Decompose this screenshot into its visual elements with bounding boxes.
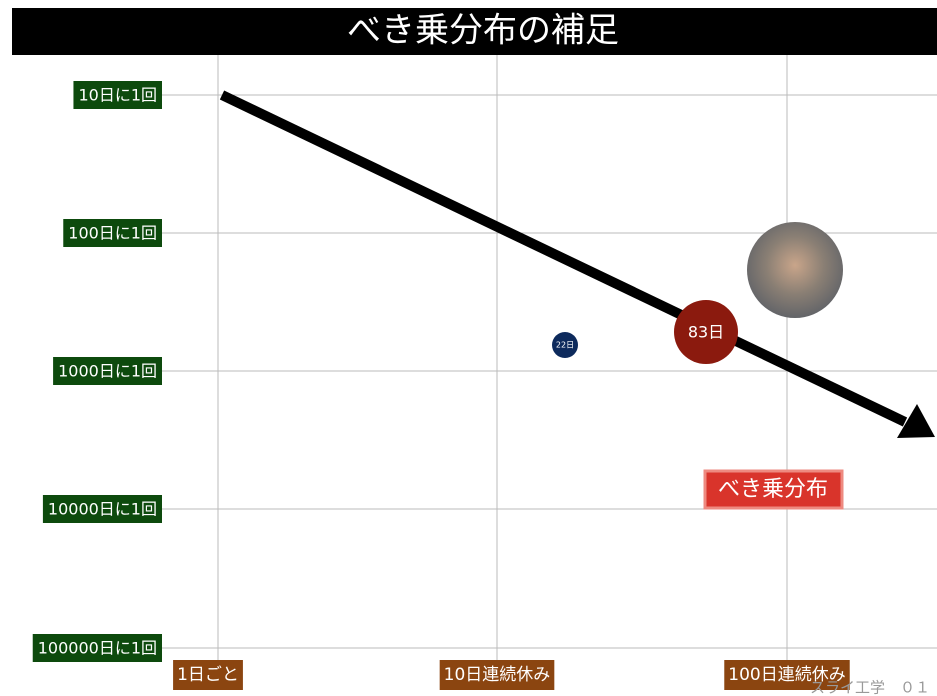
title: べき乗分布の補足: [347, 11, 619, 51]
slide: べき乗分布の補足 10日に1回100日に1回1000日に1回10000日に1回1…: [0, 0, 937, 696]
y-label: 10日に1回: [78, 86, 157, 105]
profile-photo: [747, 222, 843, 318]
y-label: 100000日に1回: [38, 639, 157, 658]
point-label: 83日: [688, 323, 724, 342]
x-label: 1日ごと: [177, 665, 239, 685]
y-labels: 10日に1回 100日に1回 1000日に1回 10000日に1回 100000日に1回: [33, 81, 162, 662]
grid: [160, 55, 937, 660]
annotation: べき乗分布: [718, 477, 828, 502]
y-label: 100日に1回: [68, 224, 157, 243]
footer: スライ工学 ０１: [810, 679, 930, 696]
point-label: 22日: [556, 341, 574, 350]
y-label: 1000日に1回: [58, 362, 157, 381]
y-label: 10000日に1回: [48, 500, 157, 519]
x-label: 10日連続休み: [444, 665, 551, 685]
